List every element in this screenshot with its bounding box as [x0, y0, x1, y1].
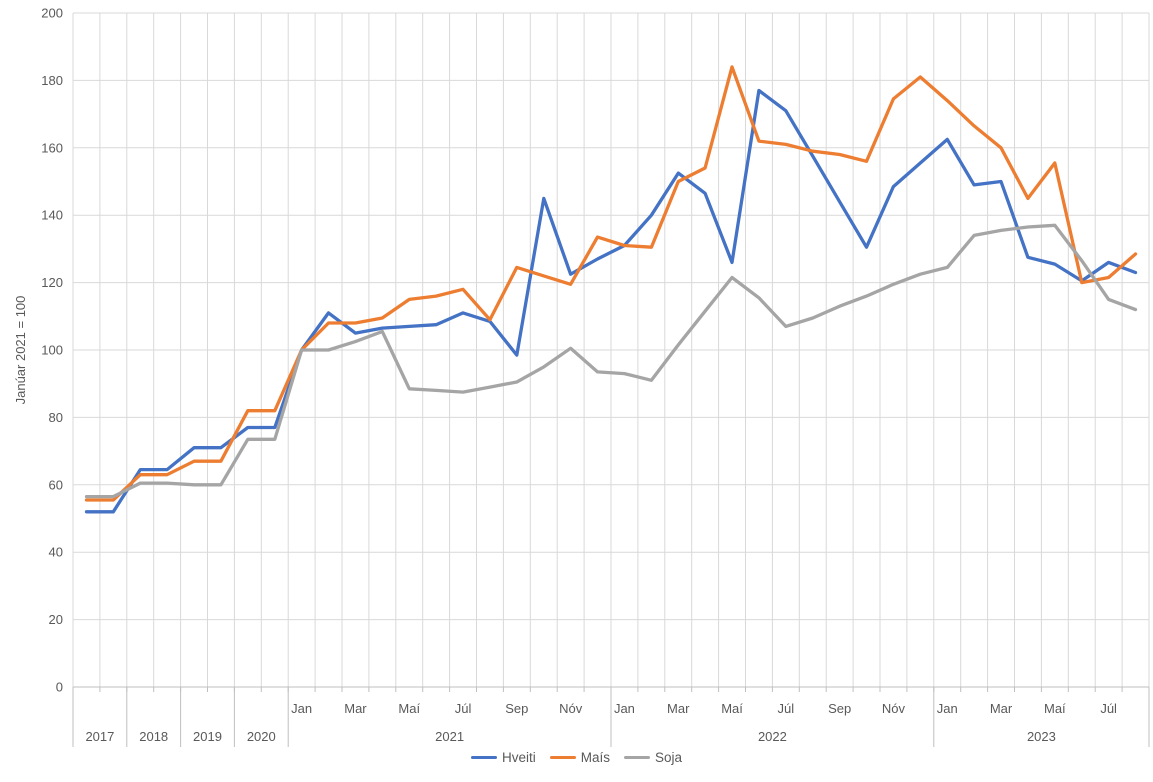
- legend-label-mais: Maís: [580, 750, 610, 765]
- x-year-label: 2019: [193, 729, 222, 744]
- x-month-label: Mar: [667, 701, 690, 716]
- y-tick-label: 160: [41, 140, 63, 155]
- y-tick-label: 200: [41, 6, 63, 21]
- legend-label-hveiti: Hveiti: [501, 750, 536, 765]
- x-year-label: 2020: [247, 729, 276, 744]
- series-line-mas: [84, 65, 1138, 502]
- y-tick-label: 120: [41, 275, 63, 290]
- series-line-soja: [84, 223, 1138, 499]
- legend-swatch-mais: [549, 756, 576, 760]
- x-month-label: Nóv: [882, 701, 906, 716]
- x-month-label: Jan: [937, 701, 958, 716]
- x-month-label: Sep: [505, 701, 528, 716]
- x-month-label: Jan: [291, 701, 312, 716]
- legend-item-hveiti: Hveiti: [470, 750, 536, 765]
- y-tick-label: 60: [49, 477, 63, 492]
- x-month-label: Nóv: [559, 701, 583, 716]
- y-tick-label: 100: [41, 343, 63, 358]
- y-tick-label: 180: [41, 73, 63, 88]
- legend-label-soja: Soja: [655, 750, 683, 765]
- legend-swatch-hveiti: [470, 756, 497, 760]
- y-tick-label: 0: [56, 680, 63, 695]
- series-line-hveiti: [84, 88, 1138, 514]
- y-tick-label: 140: [41, 208, 63, 223]
- x-month-label: Mar: [990, 701, 1013, 716]
- legend-swatch-soja: [624, 756, 650, 760]
- x-year-label: 2023: [1027, 729, 1056, 744]
- x-month-label: Júl: [778, 701, 795, 716]
- x-month-label: Júl: [455, 701, 472, 716]
- x-year-label: 2018: [139, 729, 168, 744]
- y-tick-label: 20: [49, 612, 63, 627]
- y-tick-label: 40: [49, 545, 63, 560]
- x-month-label: Júl: [1100, 701, 1117, 716]
- y-axis-title: Janúar 2021 = 100: [13, 296, 28, 405]
- legend-item-mais: Maís: [549, 750, 610, 765]
- x-month-label: Maí: [1044, 701, 1066, 716]
- x-month-label: Maí: [398, 701, 420, 716]
- legend-item-soja: Soja: [624, 751, 682, 765]
- x-month-label: Maí: [721, 701, 743, 716]
- x-month-label: Jan: [614, 701, 635, 716]
- legend: Hveiti Maís Soja: [0, 751, 1153, 765]
- x-month-label: Mar: [344, 701, 367, 716]
- x-month-label: Sep: [828, 701, 851, 716]
- y-tick-label: 80: [49, 410, 63, 425]
- x-year-label: 2021: [435, 729, 464, 744]
- x-year-label: 2022: [758, 729, 787, 744]
- x-year-label: 2017: [85, 729, 114, 744]
